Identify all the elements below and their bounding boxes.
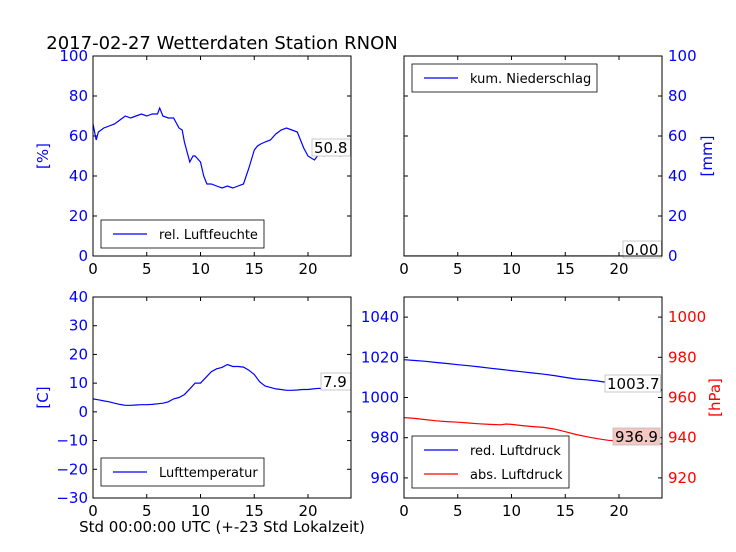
y-tick-label-right: 0 bbox=[668, 247, 678, 265]
last-value-label-abs-box bbox=[612, 427, 661, 446]
y-tick-label-right: 980 bbox=[668, 348, 697, 366]
series-group bbox=[93, 106, 351, 189]
series-line-rel-luftfeuchte bbox=[93, 106, 351, 189]
y-tick-label-right: 60 bbox=[668, 127, 687, 145]
y-axis-label-right: [hPa] bbox=[706, 378, 724, 417]
series-group bbox=[93, 363, 351, 406]
last-value-label: 50.8 bbox=[314, 139, 347, 157]
y-tick-label: 1000 bbox=[361, 389, 399, 407]
y-tick-label: 40 bbox=[69, 288, 88, 306]
last-value-label-abs: 936.9 bbox=[615, 428, 658, 446]
y-tick-label: 1020 bbox=[361, 348, 399, 366]
y-tick-label: 40 bbox=[69, 167, 88, 185]
y-tick-label: 60 bbox=[69, 127, 88, 145]
y-tick-label: 20 bbox=[69, 345, 88, 363]
plot-frame bbox=[92, 296, 352, 499]
x-tick-label: 20 bbox=[609, 502, 628, 520]
x-tick-label: 5 bbox=[142, 502, 152, 520]
y-tick-label-right: 940 bbox=[668, 429, 697, 447]
chart-precipitation: 0 5 10 15 20 0 20 40 60 80 100 [mm] 0.00 kum. Nieders… bbox=[399, 47, 716, 278]
y-tick-label: 0 bbox=[78, 403, 88, 421]
chart-pressure: 0 5 10 15 20 960 980 1000 1020 1040 920 940 960 980 10… bbox=[361, 296, 724, 520]
y-tick-label-right: 40 bbox=[668, 167, 687, 185]
y-tick-label: 0 bbox=[78, 247, 88, 265]
legend-box bbox=[411, 435, 570, 489]
plot-frame bbox=[403, 55, 663, 257]
legend-label: kum. Niederschlag bbox=[470, 72, 591, 87]
y-tick-label: 980 bbox=[370, 429, 399, 447]
legend-label: rel. Luftfeuchte bbox=[159, 228, 258, 243]
y-tick-label: 1040 bbox=[361, 308, 399, 326]
x-tick-label: 15 bbox=[245, 502, 264, 520]
plot-frame bbox=[92, 55, 352, 257]
x-tick-label: 0 bbox=[88, 260, 98, 278]
y-tick-label: −10 bbox=[56, 432, 88, 450]
x-tick-label: 10 bbox=[502, 502, 521, 520]
y-tick-label-right: 960 bbox=[668, 389, 697, 407]
figure-footer: Std 00:00:00 UTC (+-23 Std Lokalzeit) bbox=[79, 518, 365, 536]
y-tick-label-right: 100 bbox=[668, 47, 697, 65]
series-line-lufttemperatur bbox=[93, 363, 351, 406]
y-tick-label-right: 920 bbox=[668, 469, 697, 487]
x-tick-label: 5 bbox=[453, 260, 463, 278]
legend-label: red. Luftdruck bbox=[470, 444, 561, 459]
last-value-label: 0.00 bbox=[625, 241, 658, 259]
y-tick-label-right: 20 bbox=[668, 207, 687, 225]
x-tick-label: 15 bbox=[245, 260, 264, 278]
y-tick-label: 80 bbox=[69, 87, 88, 105]
chart-humidity: 0 5 10 15 20 0 20 40 60 80 100 [%] 50.8 rel. Luftfeuc… bbox=[34, 47, 352, 278]
legend-label: abs. Luftdruck bbox=[470, 468, 563, 483]
last-value-label-red-box bbox=[604, 374, 661, 393]
last-value-label-red: 1003.7 bbox=[607, 375, 660, 393]
x-tick-label: 5 bbox=[142, 260, 152, 278]
y-tick-label: 20 bbox=[69, 207, 88, 225]
y-tick-label: 30 bbox=[69, 317, 88, 335]
x-tick-label: 20 bbox=[609, 260, 628, 278]
plot-frame bbox=[403, 296, 663, 499]
y-axis-label: [mm] bbox=[698, 136, 716, 177]
x-tick-label: 10 bbox=[191, 260, 210, 278]
y-tick-label: −20 bbox=[56, 460, 88, 478]
x-tick-label: 5 bbox=[453, 502, 463, 520]
x-tick-label: 15 bbox=[556, 260, 575, 278]
x-tick-label: 0 bbox=[88, 502, 98, 520]
x-tick-label: 15 bbox=[556, 502, 575, 520]
y-axis-label: [C] bbox=[34, 386, 52, 408]
y-tick-label-right: 80 bbox=[668, 87, 687, 105]
y-tick-label: 10 bbox=[69, 374, 88, 392]
figure-title: 2017-02-27 Wetterdaten Station RNON bbox=[46, 33, 397, 54]
x-tick-label: 10 bbox=[502, 260, 521, 278]
x-tick-label: 20 bbox=[298, 502, 317, 520]
last-value-label: 7.9 bbox=[323, 373, 347, 391]
y-tick-label: 100 bbox=[59, 47, 88, 65]
last-value-label-box bbox=[311, 138, 351, 157]
chart-temperature: 0 5 10 15 20 −30 −20 −10 0 10 20 30 40 [C] 7.9 Lufttemp… bbox=[34, 288, 352, 520]
x-tick-label: 0 bbox=[399, 260, 409, 278]
x-tick-label: 20 bbox=[298, 260, 317, 278]
x-tick-label: 10 bbox=[191, 502, 210, 520]
x-tick-label: 0 bbox=[399, 502, 409, 520]
last-value-label-box bbox=[622, 240, 662, 259]
y-tick-label: −30 bbox=[56, 489, 88, 507]
legend-label: Lufttemperatur bbox=[159, 466, 258, 481]
y-axis-label: [%] bbox=[34, 143, 52, 169]
y-tick-label: 960 bbox=[370, 469, 399, 487]
y-tick-label-right: 1000 bbox=[668, 308, 706, 326]
